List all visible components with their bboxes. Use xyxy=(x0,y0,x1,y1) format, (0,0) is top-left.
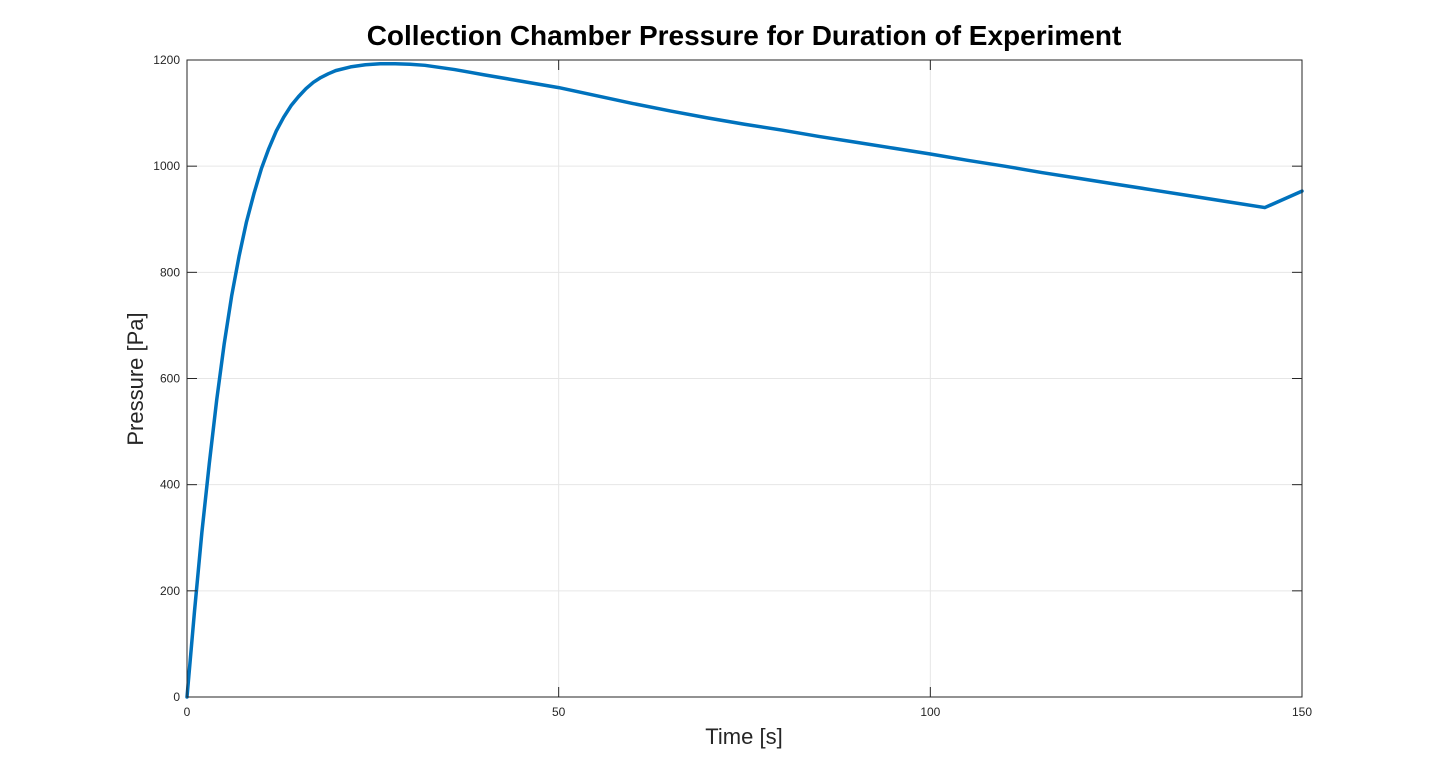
y-tick-label: 0 xyxy=(173,690,180,704)
tick-labels: 0 50 100 150 0 200 400 600 800 1000 1200 xyxy=(153,53,1312,719)
y-tick-label: 1200 xyxy=(153,53,180,67)
x-tick-label: 150 xyxy=(1292,705,1312,719)
y-tick-label: 1000 xyxy=(153,159,180,173)
y-tick-label: 800 xyxy=(160,265,180,279)
x-axis-label: Time [s] xyxy=(705,724,782,749)
x-tick-label: 50 xyxy=(552,705,566,719)
y-tick-label: 600 xyxy=(160,372,180,386)
y-tick-label: 200 xyxy=(160,584,180,598)
tick-marks xyxy=(186,59,1303,698)
data-series-layer xyxy=(185,61,1304,699)
grid-lines xyxy=(187,60,1302,697)
chart-title: Collection Chamber Pressure for Duration… xyxy=(367,20,1122,51)
x-tick-label: 100 xyxy=(920,705,940,719)
y-tick-label: 400 xyxy=(160,478,180,492)
x-tick-label: 0 xyxy=(184,705,191,719)
y-axis-label: Pressure [Pa] xyxy=(123,312,148,445)
pressure-series-line xyxy=(185,61,1304,699)
